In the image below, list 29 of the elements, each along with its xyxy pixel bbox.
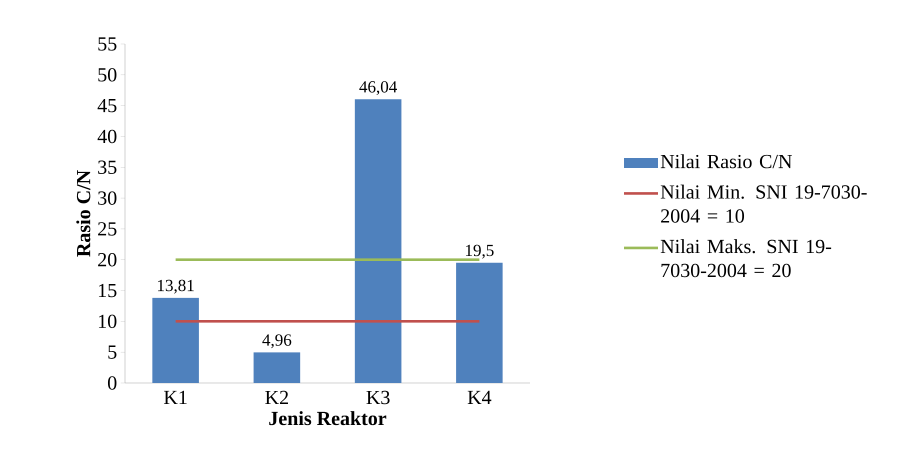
data-label: 13,81 (158, 280, 194, 294)
y-tick-label: 5 (108, 346, 116, 359)
data-label: 4,96 (262, 334, 292, 348)
y-tick-label: 35 (98, 160, 116, 174)
legend-label: Nilai Maks. SNI 19-7030-2004 = 20 (660, 239, 832, 278)
bar (152, 298, 199, 383)
y-tick-label: 40 (98, 130, 116, 144)
y-tick-label: 15 (98, 284, 116, 298)
x-tick-label: K2 (265, 390, 288, 404)
y-tick-label: 30 (98, 191, 116, 205)
y-axis-title: Rasio C/N (76, 170, 90, 257)
data-label: 46,04 (359, 81, 397, 96)
data-label: 19,5 (466, 244, 494, 259)
x-tick-label: K1 (164, 390, 187, 404)
y-tick-label: 55 (98, 37, 116, 51)
x-tick-label: K3 (366, 390, 390, 404)
y-tick-label: 10 (98, 314, 116, 328)
legend-label: Nilai Rasio C/N (660, 154, 792, 168)
bar (354, 99, 402, 383)
y-tick-label: 20 (98, 252, 116, 266)
y-tick-label: 0 (108, 376, 116, 390)
y-tick-label: 25 (98, 222, 116, 236)
x-axis-title: Jenis Reaktor (269, 411, 386, 426)
y-tick-label: 50 (98, 68, 116, 82)
bar (254, 352, 300, 383)
legend-label: Nilai Min. SNI 19-7030-2004 = 10 (660, 184, 867, 223)
x-tick-label: K4 (468, 390, 492, 404)
bar (456, 262, 503, 383)
y-tick-label: 45 (98, 98, 116, 112)
